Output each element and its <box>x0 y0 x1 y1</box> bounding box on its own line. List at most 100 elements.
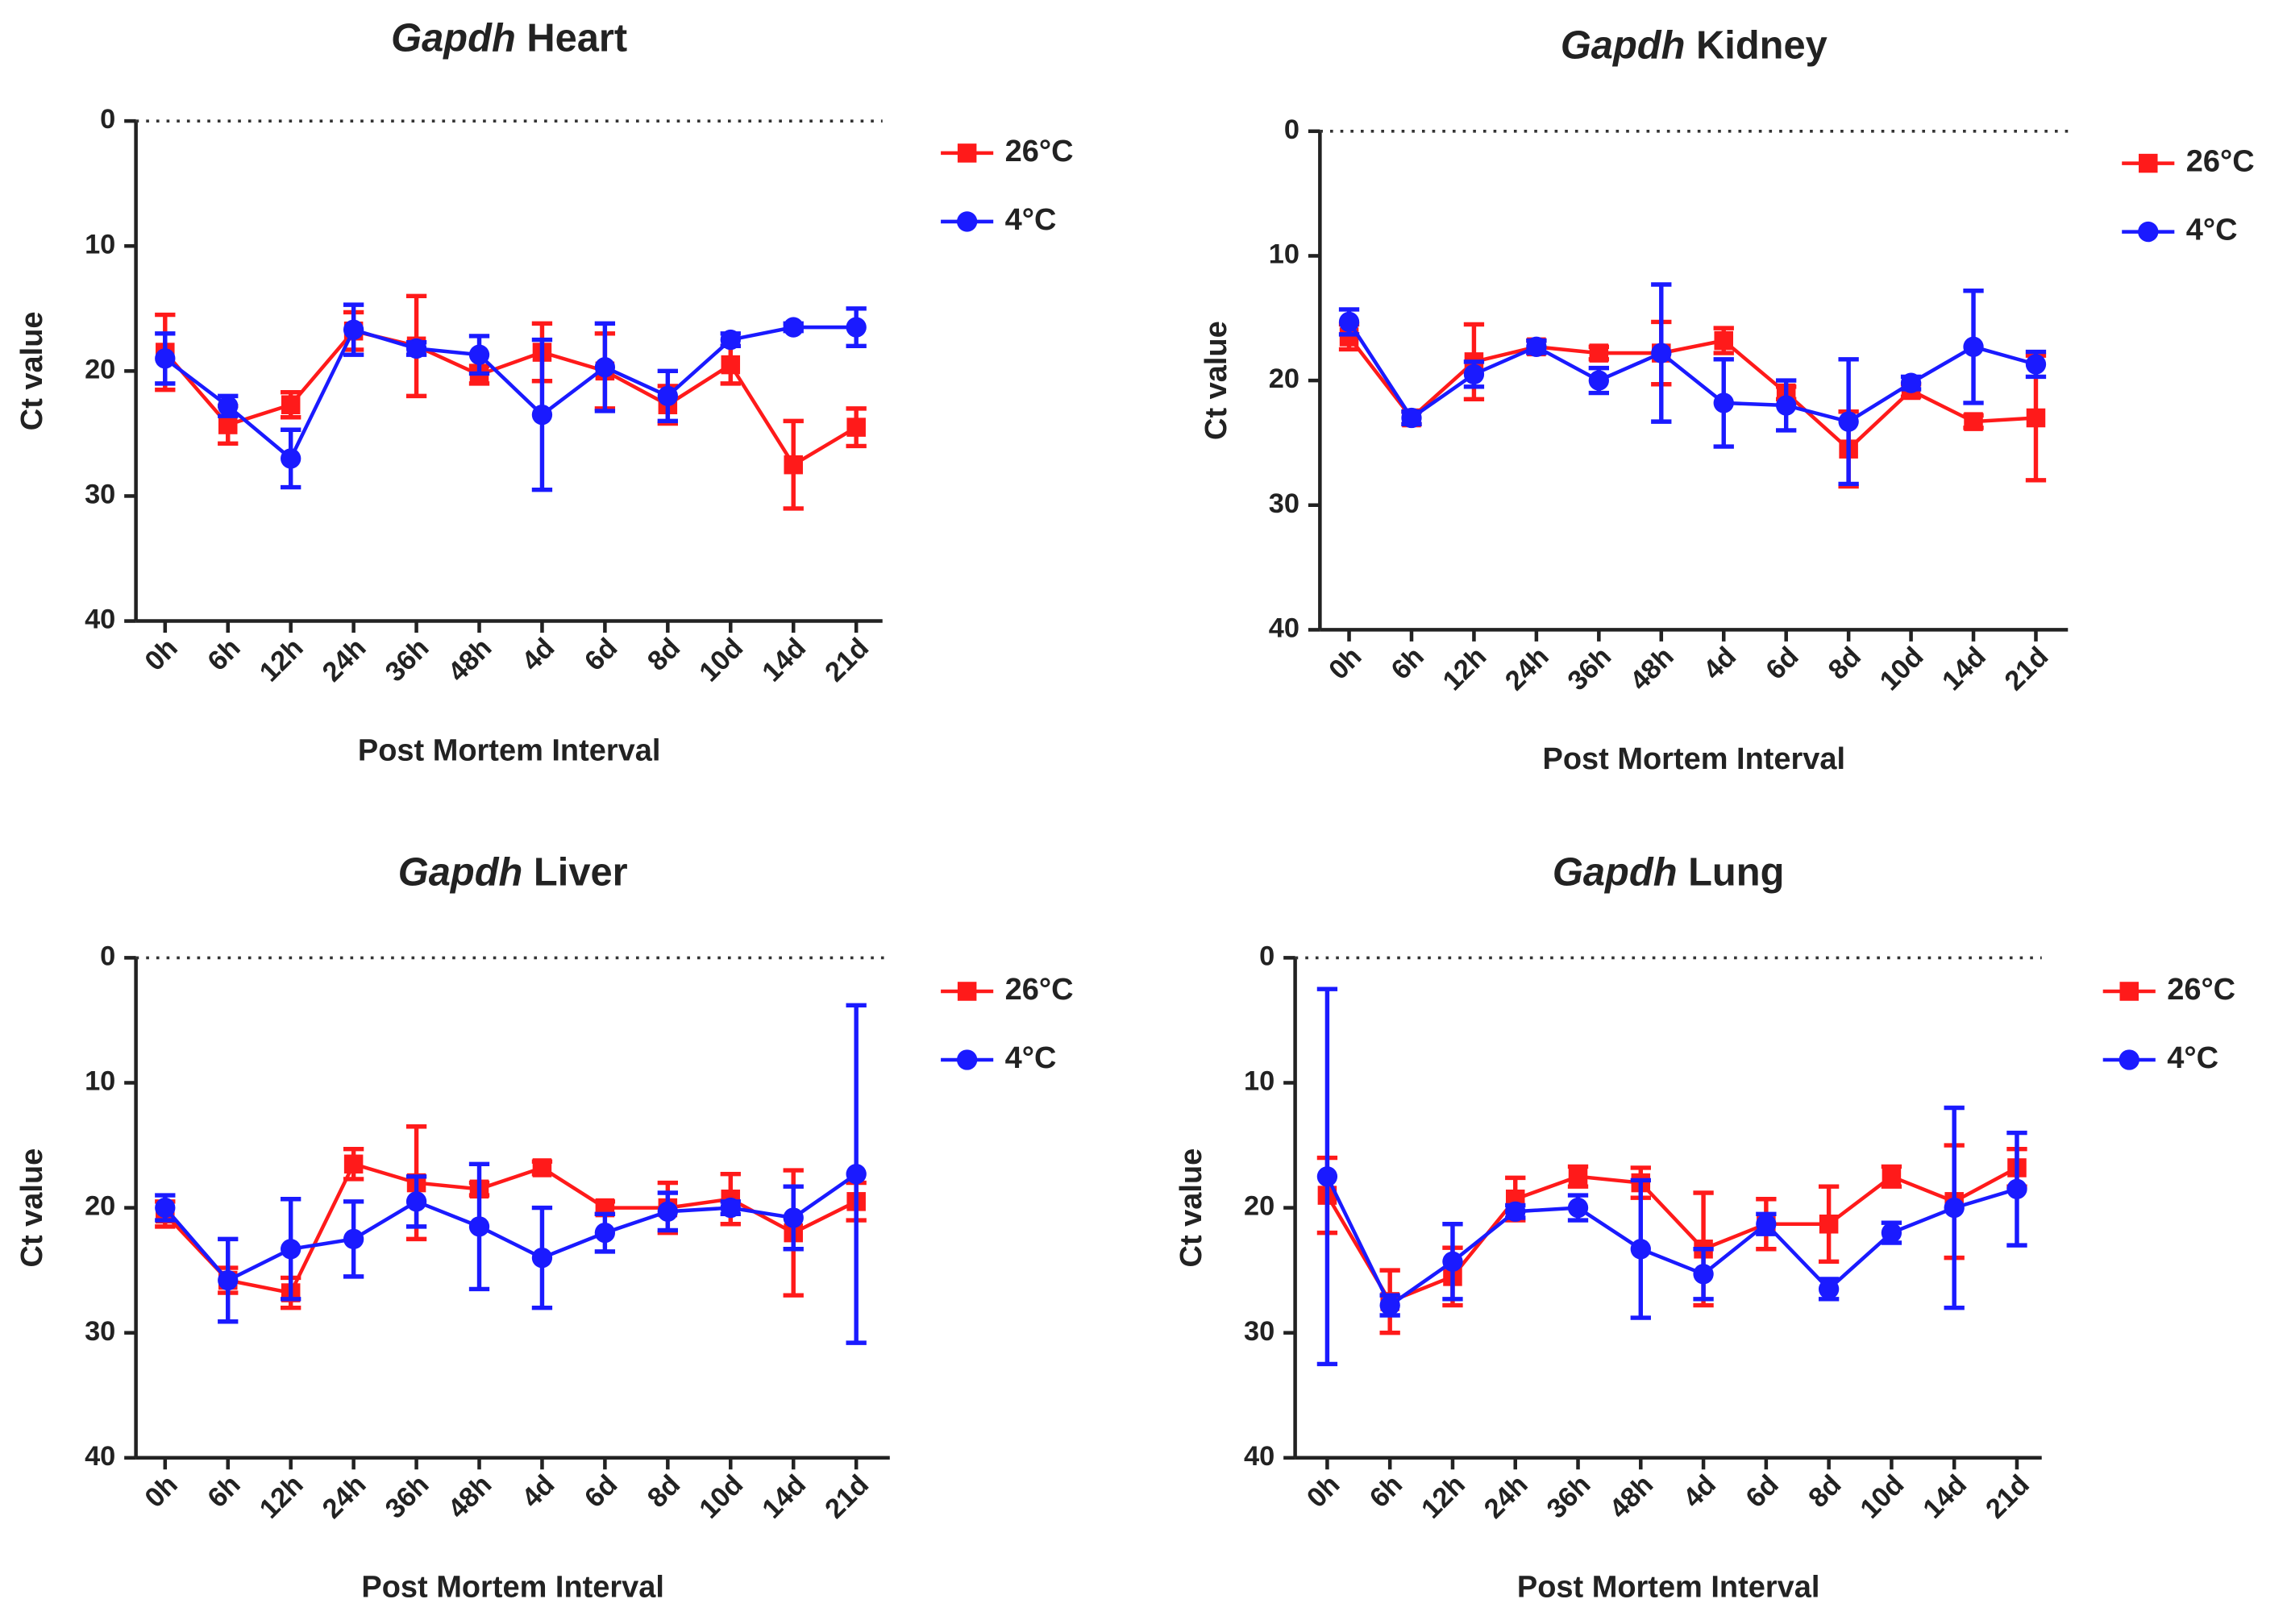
marker <box>1944 1197 1965 1219</box>
marker <box>1714 330 1733 351</box>
x-tick-label: 4d <box>1698 642 1742 686</box>
marker <box>846 317 867 338</box>
x-tick-label: 0h <box>139 633 183 677</box>
y-tick-label: 0 <box>100 104 115 135</box>
legend-label: 26°C <box>1005 135 1074 168</box>
series-line <box>1347 335 2036 452</box>
marker <box>1401 407 1422 429</box>
y-tick-label: 20 <box>1269 363 1299 394</box>
marker <box>1589 343 1609 363</box>
marker <box>218 396 239 417</box>
y-tick-label: 40 <box>85 604 115 635</box>
marker <box>1567 1197 1589 1219</box>
marker <box>155 348 176 369</box>
x-tick-label: 36h <box>1562 642 1618 697</box>
x-tick-label: 8d <box>642 1469 686 1514</box>
marker <box>1630 1239 1651 1260</box>
x-tick-label: 36h <box>1541 1469 1597 1525</box>
x-tick-label: 24h <box>317 633 372 688</box>
marker <box>531 404 553 426</box>
y-tick-label: 40 <box>1269 613 1299 643</box>
marker <box>1338 311 1360 333</box>
x-tick-label: 6d <box>579 633 623 677</box>
legend-marker <box>957 143 977 163</box>
x-tick-label: 48h <box>1624 642 1680 697</box>
x-tick-label: 48h <box>443 1469 498 1525</box>
series-line <box>1325 1165 2019 1304</box>
y-tick-label: 10 <box>85 229 115 260</box>
x-tick-label: 24h <box>1499 642 1555 697</box>
x-tick-label: 24h <box>1478 1469 1534 1525</box>
marker <box>468 344 490 365</box>
y-tick-label: 10 <box>1244 1066 1274 1097</box>
series-line <box>1347 321 2037 424</box>
x-tick-label: 48h <box>443 633 498 688</box>
x-tick-label: 4d <box>516 633 560 677</box>
x-tick-label: 8d <box>1803 1469 1847 1514</box>
x-tick-label: 6h <box>202 1469 246 1514</box>
x-tick-label: 6d <box>1740 1469 1785 1514</box>
marker <box>1819 1214 1839 1234</box>
series-line <box>1325 1175 2018 1308</box>
x-tick-label: 8d <box>642 633 686 677</box>
marker <box>281 448 301 469</box>
marker <box>2025 354 2047 375</box>
x-tick-label: 10d <box>1855 1469 1911 1525</box>
x-tick-label: 8d <box>1823 642 1867 686</box>
x-tick-label: 36h <box>380 633 435 688</box>
x-axis-label: Post Mortem Interval <box>1543 742 1846 776</box>
marker <box>1776 395 1797 416</box>
marker <box>1316 1166 1338 1187</box>
marker <box>657 385 679 407</box>
x-tick-label: 4d <box>516 1469 560 1514</box>
x-tick-label: 0h <box>139 1469 183 1514</box>
x-tick-label: 6h <box>1364 1469 1408 1514</box>
marker <box>1526 336 1547 358</box>
y-axis-label: Ct value <box>15 1148 49 1268</box>
x-tick-label: 21d <box>1999 642 2055 697</box>
x-tick-label: 6d <box>579 1469 623 1514</box>
legend-marker <box>2119 982 2139 1001</box>
marker <box>720 1197 741 1219</box>
marker <box>281 1239 301 1260</box>
series-line <box>164 1161 858 1295</box>
marker <box>343 1228 364 1250</box>
x-tick-label: 48h <box>1603 1469 1659 1525</box>
y-axis-label: Ct value <box>15 311 49 430</box>
x-tick-label: 12h <box>254 1469 310 1525</box>
marker <box>405 338 427 359</box>
marker <box>1838 411 1859 432</box>
legend-marker <box>957 982 977 1001</box>
x-tick-label: 14d <box>1917 1469 1973 1525</box>
x-tick-label: 21d <box>1980 1469 2035 1525</box>
legend-label: 26°C <box>1005 973 1074 1007</box>
marker <box>1693 1264 1714 1285</box>
y-tick-label: 0 <box>1259 941 1274 971</box>
x-tick-label: 6h <box>202 633 246 677</box>
x-axis-label: Post Mortem Interval <box>1517 1571 1820 1605</box>
marker <box>594 1222 616 1244</box>
x-tick-label: 21d <box>819 633 875 688</box>
x-tick-label: 10d <box>1874 642 1930 697</box>
x-tick-label: 14d <box>756 1469 812 1525</box>
marker <box>1881 1222 1902 1244</box>
legend-marker <box>2139 153 2158 173</box>
marker <box>1818 1278 1840 1300</box>
legend-marker <box>956 211 978 232</box>
x-tick-label: 12h <box>1437 642 1493 697</box>
y-tick-label: 20 <box>85 354 115 384</box>
marker <box>1505 1201 1526 1222</box>
marker <box>1900 372 1922 393</box>
x-tick-label: 12h <box>254 633 310 688</box>
marker <box>531 1247 553 1269</box>
y-tick-label: 30 <box>1269 488 1299 519</box>
series-line <box>164 325 857 462</box>
legend-label: 4°C <box>2186 214 2238 247</box>
marker <box>218 415 238 434</box>
legend-marker <box>956 1049 978 1070</box>
x-tick-label: 0h <box>1301 1469 1345 1514</box>
y-tick-label: 30 <box>1244 1316 1274 1347</box>
y-axis-label: Ct value <box>1200 321 1233 440</box>
x-axis-label: Post Mortem Interval <box>361 1571 664 1605</box>
